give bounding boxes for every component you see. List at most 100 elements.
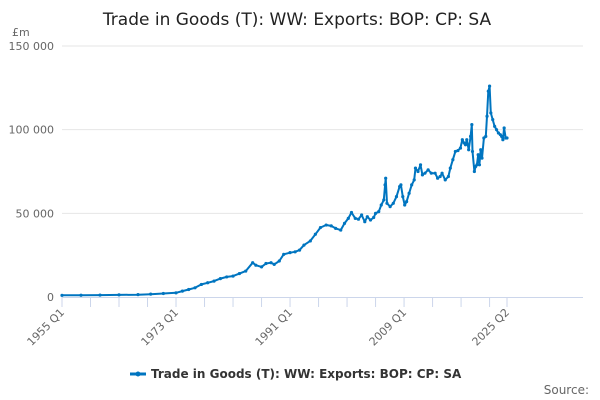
data-point [460, 138, 464, 142]
data-point [212, 279, 216, 283]
source-label: Source: [544, 383, 589, 397]
x-tick-label: 1991 Q1 [253, 306, 296, 349]
data-point [264, 261, 268, 266]
data-point [269, 261, 273, 265]
data-point [463, 143, 468, 147]
data-point [382, 198, 386, 202]
data-point [470, 149, 475, 154]
data-point [438, 174, 442, 179]
data-point [420, 173, 425, 177]
data-point [394, 195, 399, 199]
data-point [313, 232, 317, 236]
data-point [453, 149, 457, 154]
data-point [180, 289, 184, 293]
data-point [308, 239, 312, 243]
data-point [403, 203, 407, 207]
data-point [365, 215, 369, 219]
data-point [356, 217, 361, 221]
data-point [475, 163, 479, 167]
y-tick-label: 150 000 [9, 40, 55, 53]
data-point [244, 269, 248, 273]
data-point [293, 250, 297, 254]
data-point [353, 216, 357, 220]
data-point [426, 168, 430, 172]
data-point [477, 163, 482, 167]
legend-label[interactable]: Trade in Goods (T): WW: Exports: BOP: CP… [151, 367, 462, 381]
data-point [98, 293, 102, 297]
x-tick-label: 2009 Q1 [367, 306, 410, 349]
data-point [423, 171, 427, 175]
data-point [360, 213, 364, 217]
y-axis-unit-label: £m [12, 26, 30, 39]
data-point [174, 291, 178, 295]
data-point [372, 215, 376, 220]
data-point [231, 274, 235, 278]
data-point [288, 251, 292, 255]
data-point [399, 183, 403, 187]
data-point [489, 111, 493, 115]
data-point [500, 134, 504, 138]
data-point [206, 281, 210, 285]
data-point [448, 166, 452, 170]
data-point [254, 263, 258, 267]
data-point [476, 153, 480, 157]
data-point [470, 123, 474, 127]
data-point [429, 171, 433, 175]
data-point [363, 220, 367, 224]
data-point [302, 243, 306, 247]
data-point [412, 178, 416, 182]
data-point [416, 169, 420, 174]
data-point [379, 203, 383, 207]
y-tick-label: 0 [47, 291, 54, 304]
data-point [410, 183, 414, 187]
data-point [418, 163, 423, 167]
data-point [468, 134, 473, 138]
data-point [433, 171, 437, 175]
data-point [324, 223, 328, 227]
data-point [502, 126, 506, 130]
data-point [342, 221, 347, 225]
data-point [491, 118, 495, 122]
data-point [193, 286, 197, 290]
data-point [485, 114, 489, 118]
data-point [368, 218, 373, 222]
data-point [467, 148, 471, 152]
data-point [225, 275, 229, 279]
data-point [446, 174, 451, 179]
data-point [413, 166, 418, 170]
data-point [79, 293, 83, 297]
data-point [391, 201, 395, 205]
data-point [149, 292, 153, 296]
data-point [384, 176, 388, 180]
data-point [458, 146, 463, 150]
legend[interactable]: Trade in Goods (T): WW: Exports: BOP: CP… [130, 367, 462, 381]
data-point [199, 282, 203, 287]
data-point [251, 261, 255, 265]
data-point [484, 134, 488, 138]
chart-title: Trade in Goods (T): WW: Exports: BOP: CP… [102, 10, 492, 30]
data-point [440, 171, 444, 175]
data-point [480, 156, 484, 160]
data-point [329, 224, 333, 228]
data-point [486, 89, 490, 93]
data-point [117, 293, 121, 297]
data-point [187, 287, 191, 292]
data-point [60, 293, 64, 297]
data-point [218, 276, 222, 281]
data-point [346, 216, 350, 220]
data-point [277, 259, 281, 263]
data-point [388, 205, 392, 209]
data-point [318, 225, 323, 230]
data-point [259, 265, 264, 269]
x-tick-label: 2025 Q2 [470, 306, 513, 349]
data-point [161, 291, 165, 296]
data-point [505, 136, 509, 140]
data-point [494, 128, 499, 132]
data-point [443, 178, 447, 182]
legend-dot-marker [135, 371, 141, 377]
data-point [407, 191, 411, 195]
data-point [501, 138, 505, 142]
data-point [339, 228, 343, 232]
data-point [493, 124, 497, 128]
